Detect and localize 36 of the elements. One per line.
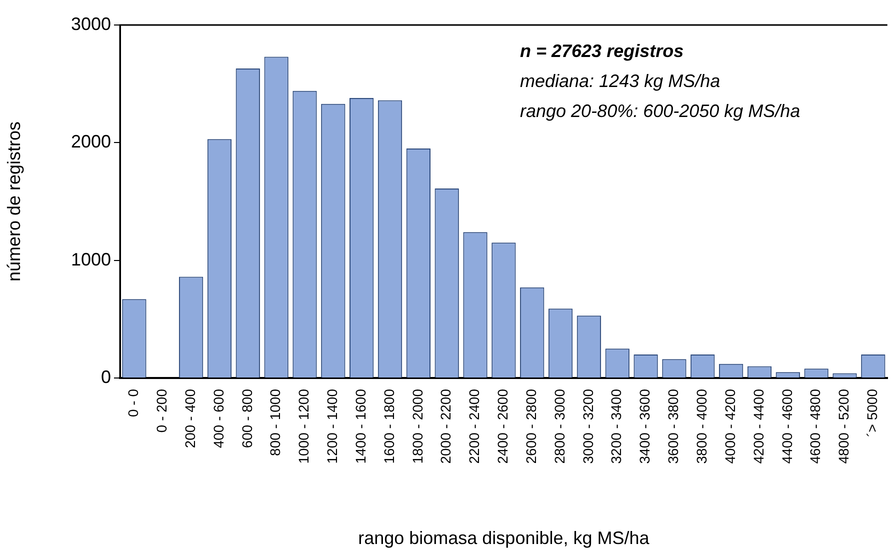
- x-tick-label: 4400 - 4600: [778, 388, 795, 464]
- x-tick-label: 1200 - 1400: [324, 388, 340, 464]
- x-tick-label: 4600 - 4800: [807, 388, 824, 464]
- y-tick-label: 0: [100, 366, 111, 387]
- x-tick-label: 4800 - 5200: [836, 388, 852, 464]
- x-tick-label: 4000 - 4200: [722, 388, 738, 464]
- x-tick-label: 600 - 800: [238, 388, 255, 448]
- x-axis-title: rango biomasa disponible, kg MS/ha: [358, 528, 650, 548]
- x-tick-label: 2600 - 2800: [522, 388, 539, 464]
- x-tick-label: 1400 - 1600: [352, 388, 368, 464]
- x-tick-label: 200 - 400: [182, 388, 198, 448]
- x-tick-label: 2800 - 3000: [551, 388, 568, 464]
- x-tick-label: 400 - 600: [210, 388, 226, 448]
- x-tick-label: 2400 - 2600: [494, 388, 511, 464]
- x-tick-label: 4200 - 4400: [750, 388, 766, 464]
- annotation: rango 20-80%: 600-2050 kg MS/ha: [520, 101, 800, 121]
- x-tick-label: 3200 - 3400: [608, 388, 624, 464]
- y-axis-title: número de registros: [4, 121, 24, 282]
- x-tick-label: 1600 - 1800: [380, 388, 397, 464]
- x-tick-label: 3600 - 3800: [665, 388, 682, 464]
- x-tick-label: 800 - 1000: [267, 388, 284, 456]
- x-tick-label: 2000 - 2200: [438, 388, 454, 464]
- x-tick-label: 1800 - 2000: [409, 388, 426, 464]
- y-tick-label: 3000: [70, 14, 111, 34]
- annotation: n = 27623 registros: [520, 41, 684, 61]
- x-tick-label: ´> 5000: [864, 388, 880, 437]
- x-tick-label: 3800 - 4000: [693, 388, 710, 464]
- annotation: mediana: 1243 kg MS/ha: [520, 71, 720, 91]
- x-tick-label: 1000 - 1200: [296, 388, 312, 464]
- x-tick-label: 3000 - 3200: [580, 388, 596, 464]
- y-tick-label: 2000: [70, 132, 111, 152]
- x-tick-label: 2200 - 2400: [466, 388, 482, 464]
- y-tick-label: 1000: [70, 249, 111, 270]
- x-tick-label: 3400 - 3600: [636, 388, 653, 464]
- x-tick-label: 0 - 200: [153, 388, 170, 433]
- x-tick-label: 0 - 0: [125, 388, 142, 418]
